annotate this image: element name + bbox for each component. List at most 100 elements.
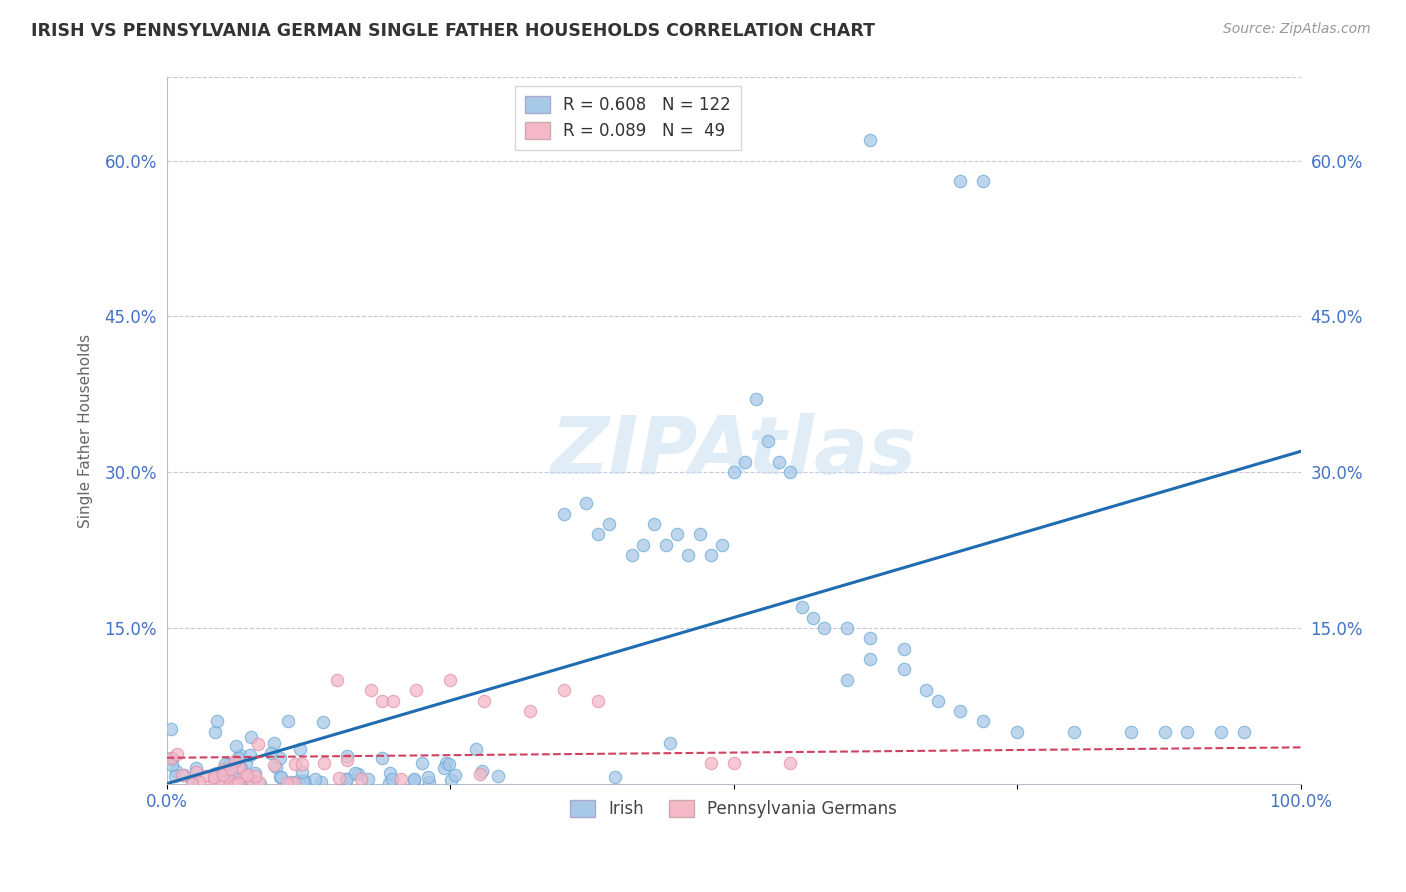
Point xyxy=(202,770,225,784)
Point xyxy=(294,774,316,789)
Point xyxy=(325,673,347,687)
Point xyxy=(240,730,263,744)
Point xyxy=(465,741,488,756)
Point xyxy=(336,752,359,766)
Point xyxy=(360,683,382,698)
Point xyxy=(813,621,835,635)
Point xyxy=(280,775,302,789)
Point xyxy=(328,771,350,785)
Point xyxy=(170,767,193,781)
Legend: Irish, Pennsylvania Germans: Irish, Pennsylvania Germans xyxy=(564,793,904,825)
Point xyxy=(249,777,271,791)
Point xyxy=(344,765,367,780)
Point xyxy=(239,748,262,763)
Point xyxy=(229,761,252,775)
Point xyxy=(243,766,266,780)
Point xyxy=(202,767,225,781)
Point xyxy=(224,754,246,768)
Text: Source: ZipAtlas.com: Source: ZipAtlas.com xyxy=(1223,22,1371,37)
Point xyxy=(779,465,801,479)
Point xyxy=(291,764,314,779)
Point xyxy=(356,772,378,786)
Point xyxy=(212,762,235,776)
Point xyxy=(418,775,440,789)
Point xyxy=(371,693,394,707)
Point xyxy=(444,768,467,782)
Point xyxy=(1211,724,1233,739)
Point xyxy=(349,772,371,786)
Point xyxy=(165,764,187,779)
Point xyxy=(402,772,425,787)
Point xyxy=(405,683,427,698)
Point xyxy=(260,747,283,761)
Point xyxy=(723,756,745,770)
Point xyxy=(180,777,202,791)
Point xyxy=(689,527,711,541)
Point xyxy=(204,767,226,781)
Point xyxy=(218,764,240,779)
Point xyxy=(1175,724,1198,739)
Point xyxy=(235,756,257,770)
Point xyxy=(219,773,242,788)
Point xyxy=(418,770,440,784)
Point xyxy=(205,766,228,780)
Point xyxy=(218,757,240,772)
Point xyxy=(226,775,249,789)
Point xyxy=(229,748,252,763)
Point xyxy=(228,760,250,774)
Point xyxy=(631,538,654,552)
Point xyxy=(186,761,208,775)
Point xyxy=(311,714,333,729)
Point xyxy=(859,133,882,147)
Point xyxy=(382,693,405,707)
Point xyxy=(486,769,509,783)
Point xyxy=(312,756,335,771)
Point xyxy=(232,769,254,783)
Point xyxy=(269,751,291,765)
Point xyxy=(204,766,226,780)
Point xyxy=(700,756,723,770)
Point xyxy=(1119,724,1142,739)
Point xyxy=(835,673,858,687)
Point xyxy=(468,767,491,781)
Point xyxy=(263,735,285,749)
Point xyxy=(440,772,463,787)
Point xyxy=(620,548,643,562)
Point xyxy=(790,600,813,615)
Point xyxy=(287,774,309,789)
Point xyxy=(166,747,188,761)
Point xyxy=(163,769,186,783)
Point xyxy=(336,772,359,786)
Point xyxy=(181,774,204,789)
Point xyxy=(586,527,609,541)
Point xyxy=(433,761,456,775)
Point xyxy=(949,174,972,188)
Point xyxy=(654,538,676,552)
Point xyxy=(186,764,208,779)
Point xyxy=(202,773,225,788)
Point xyxy=(162,758,184,772)
Point xyxy=(723,465,745,479)
Point xyxy=(335,772,357,786)
Point xyxy=(204,724,226,739)
Point xyxy=(915,683,938,698)
Point xyxy=(378,776,401,790)
Point xyxy=(284,757,307,772)
Point xyxy=(756,434,779,448)
Point xyxy=(1233,724,1256,739)
Point xyxy=(643,517,665,532)
Point xyxy=(188,774,211,789)
Point xyxy=(162,752,184,766)
Point xyxy=(236,772,259,786)
Point xyxy=(219,763,242,777)
Point xyxy=(470,764,492,778)
Point xyxy=(801,610,824,624)
Point xyxy=(270,770,292,784)
Point xyxy=(665,527,688,541)
Point xyxy=(700,548,723,562)
Y-axis label: Single Father Households: Single Father Households xyxy=(79,334,93,528)
Point xyxy=(575,496,598,510)
Point xyxy=(222,756,245,770)
Point xyxy=(247,737,270,751)
Point xyxy=(434,756,457,770)
